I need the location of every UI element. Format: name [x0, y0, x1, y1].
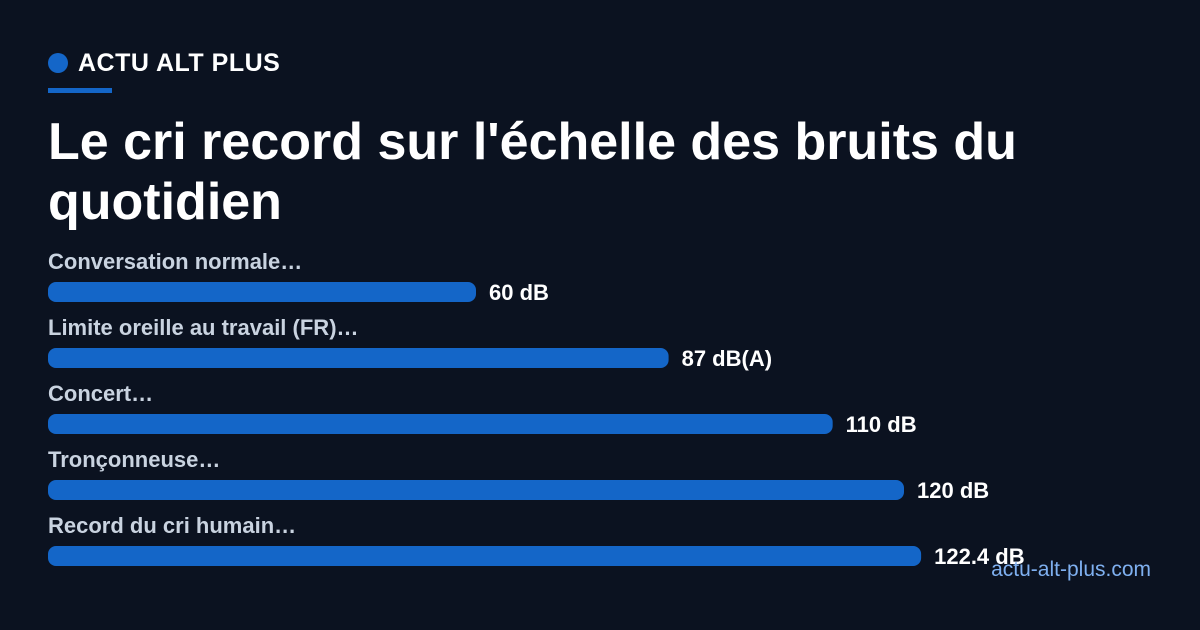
- category-label: Concert…: [48, 381, 153, 406]
- value-label: 60 dB: [489, 280, 549, 305]
- bar: [48, 546, 922, 566]
- category-label: Conversation normale…: [48, 249, 302, 274]
- bar: [48, 414, 833, 434]
- bar: [48, 348, 669, 368]
- category-label: Tronçonneuse…: [48, 447, 220, 472]
- bar: [48, 282, 476, 302]
- brand-dot-icon: [48, 53, 68, 73]
- value-label: 120 dB: [917, 478, 989, 503]
- brand: ACTU ALT PLUS: [48, 48, 280, 78]
- footer-url: actu-alt-plus.com: [991, 558, 1151, 581]
- brand-underline: [48, 88, 112, 93]
- bar: [48, 480, 904, 500]
- category-label: Record du cri humain…: [48, 513, 296, 538]
- category-label: Limite oreille au travail (FR)…: [48, 315, 359, 340]
- value-label: 110 dB: [846, 412, 917, 437]
- value-label: 87 dB(A): [682, 346, 772, 371]
- brand-name: ACTU ALT PLUS: [78, 48, 281, 77]
- value-label: 122.4 dB: [934, 544, 1025, 569]
- page-title: Le cri record sur l'échelle des bruits d…: [48, 113, 1017, 231]
